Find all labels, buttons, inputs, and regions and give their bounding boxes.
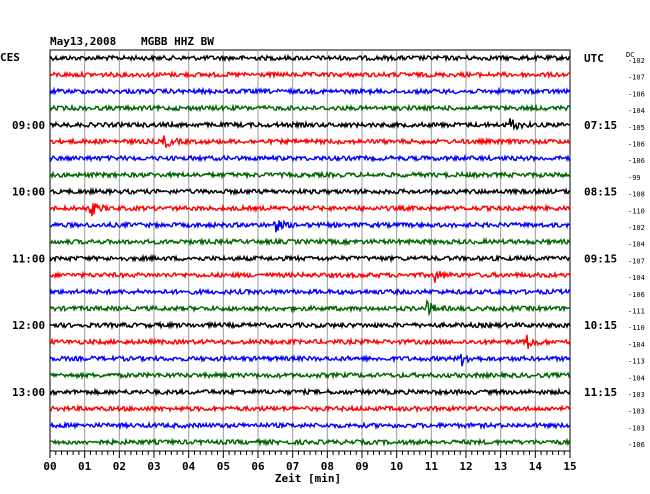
- dc-offset-label: -104: [628, 241, 645, 249]
- right-hour-label: 11:15: [584, 386, 617, 399]
- trace-row: [49, 186, 571, 197]
- right-hour-label: 07:15: [584, 119, 617, 132]
- x-tick-label: 06: [251, 460, 265, 473]
- x-tick-label: 08: [321, 460, 334, 473]
- dc-offset-label: -104: [628, 274, 645, 282]
- trace-row: [49, 86, 571, 97]
- trace-row: [49, 170, 571, 180]
- row-labels: 09:00 10:00 11:00 12:00 13:00 UTC 07:15 08:15 09…: [12, 52, 645, 449]
- dc-offset-label: -103: [628, 391, 645, 399]
- x-tick-label: 14: [529, 460, 543, 473]
- dc-offset-label: -106: [628, 157, 645, 165]
- right-hour-label: 08:15: [584, 186, 617, 199]
- x-tick-label: 09: [355, 460, 368, 473]
- dc-offset-label: -99: [628, 174, 641, 182]
- trace-row: [49, 253, 571, 264]
- x-tick-label: 03: [147, 460, 160, 473]
- dc-offset-label: -111: [628, 308, 645, 316]
- x-tick-label: 01: [78, 460, 92, 473]
- trace-row: [50, 219, 571, 233]
- trace-row: [49, 320, 571, 330]
- date-label: May13,2008: [50, 35, 116, 48]
- trace-row: [49, 153, 571, 163]
- grid: [49, 49, 571, 452]
- dc-header-label: DC: [626, 51, 634, 59]
- dc-offset-label: -104: [628, 341, 645, 349]
- trace-row: [49, 70, 571, 80]
- trace-row: [49, 437, 571, 447]
- left-hour-label: 10:00: [12, 186, 45, 199]
- traces: [49, 53, 571, 447]
- dc-offset-label: -105: [628, 124, 645, 132]
- dc-offset-label: -108: [628, 191, 645, 199]
- trace-row: [49, 403, 571, 414]
- x-tick-label: 04: [182, 460, 196, 473]
- x-tick-label: 11: [425, 460, 439, 473]
- x-axis: 00 01 02 03 04 05 06 07 08 09 10 11 12 13 14 15: [43, 450, 577, 473]
- dc-offset-label: -106: [628, 441, 645, 449]
- right-hour-label: 09:15: [584, 252, 617, 265]
- x-tick-label: 00: [43, 460, 56, 473]
- dc-offset-label: -106: [628, 291, 645, 299]
- trace-row: [49, 103, 571, 113]
- dc-offset-label: -113: [628, 358, 645, 366]
- trace-row: [49, 236, 571, 247]
- x-tick-label: 05: [217, 460, 230, 473]
- dc-offset-label: -102: [628, 57, 645, 65]
- left-hour-label: 09:00: [12, 119, 45, 132]
- dc-offset-label: -104: [628, 374, 645, 382]
- station-label: MGBB HHZ BW: [141, 35, 214, 48]
- trace-row: [49, 334, 571, 349]
- trace-row: [49, 298, 571, 317]
- dc-offset-label: -107: [628, 257, 645, 265]
- left-hour-label: 12:00: [12, 319, 45, 332]
- left-hour-label: 13:00: [12, 386, 45, 399]
- dc-offset-label: -106: [628, 90, 645, 98]
- dc-offset-label: -103: [628, 424, 645, 432]
- right-hour-label: 10:15: [584, 319, 617, 332]
- left-hour-label: 11:00: [12, 252, 45, 265]
- x-tick-label: 13: [494, 460, 507, 473]
- trace-row: [49, 353, 571, 367]
- x-tick-label: 12: [459, 460, 472, 473]
- dc-offset-label: -103: [628, 408, 645, 416]
- trace-row: [49, 135, 571, 148]
- trace-row: [49, 118, 571, 131]
- trace-row: [49, 420, 571, 431]
- dc-offset-label: -110: [628, 324, 645, 332]
- dc-offset-label: -102: [628, 224, 645, 232]
- dc-offset-label: -107: [628, 74, 645, 82]
- x-tick-label: 07: [286, 460, 299, 473]
- right-hour-label: UTC: [584, 52, 604, 65]
- trace-row: [49, 387, 571, 397]
- x-tick-label: 15: [563, 460, 576, 473]
- x-tick-label: 10: [390, 460, 403, 473]
- x-axis-label: Zeit [min]: [275, 472, 341, 485]
- left-timezone-label: CES: [0, 51, 20, 64]
- dc-offset-label: -104: [628, 107, 645, 115]
- dc-offset-label: -106: [628, 141, 645, 149]
- dc-offset-label: -110: [628, 207, 645, 215]
- x-tick-label: 02: [113, 460, 126, 473]
- trace-row: [49, 53, 571, 63]
- trace-row: [49, 202, 571, 217]
- trace-row: [49, 370, 571, 381]
- trace-row: [49, 270, 571, 283]
- trace-row: [49, 287, 571, 297]
